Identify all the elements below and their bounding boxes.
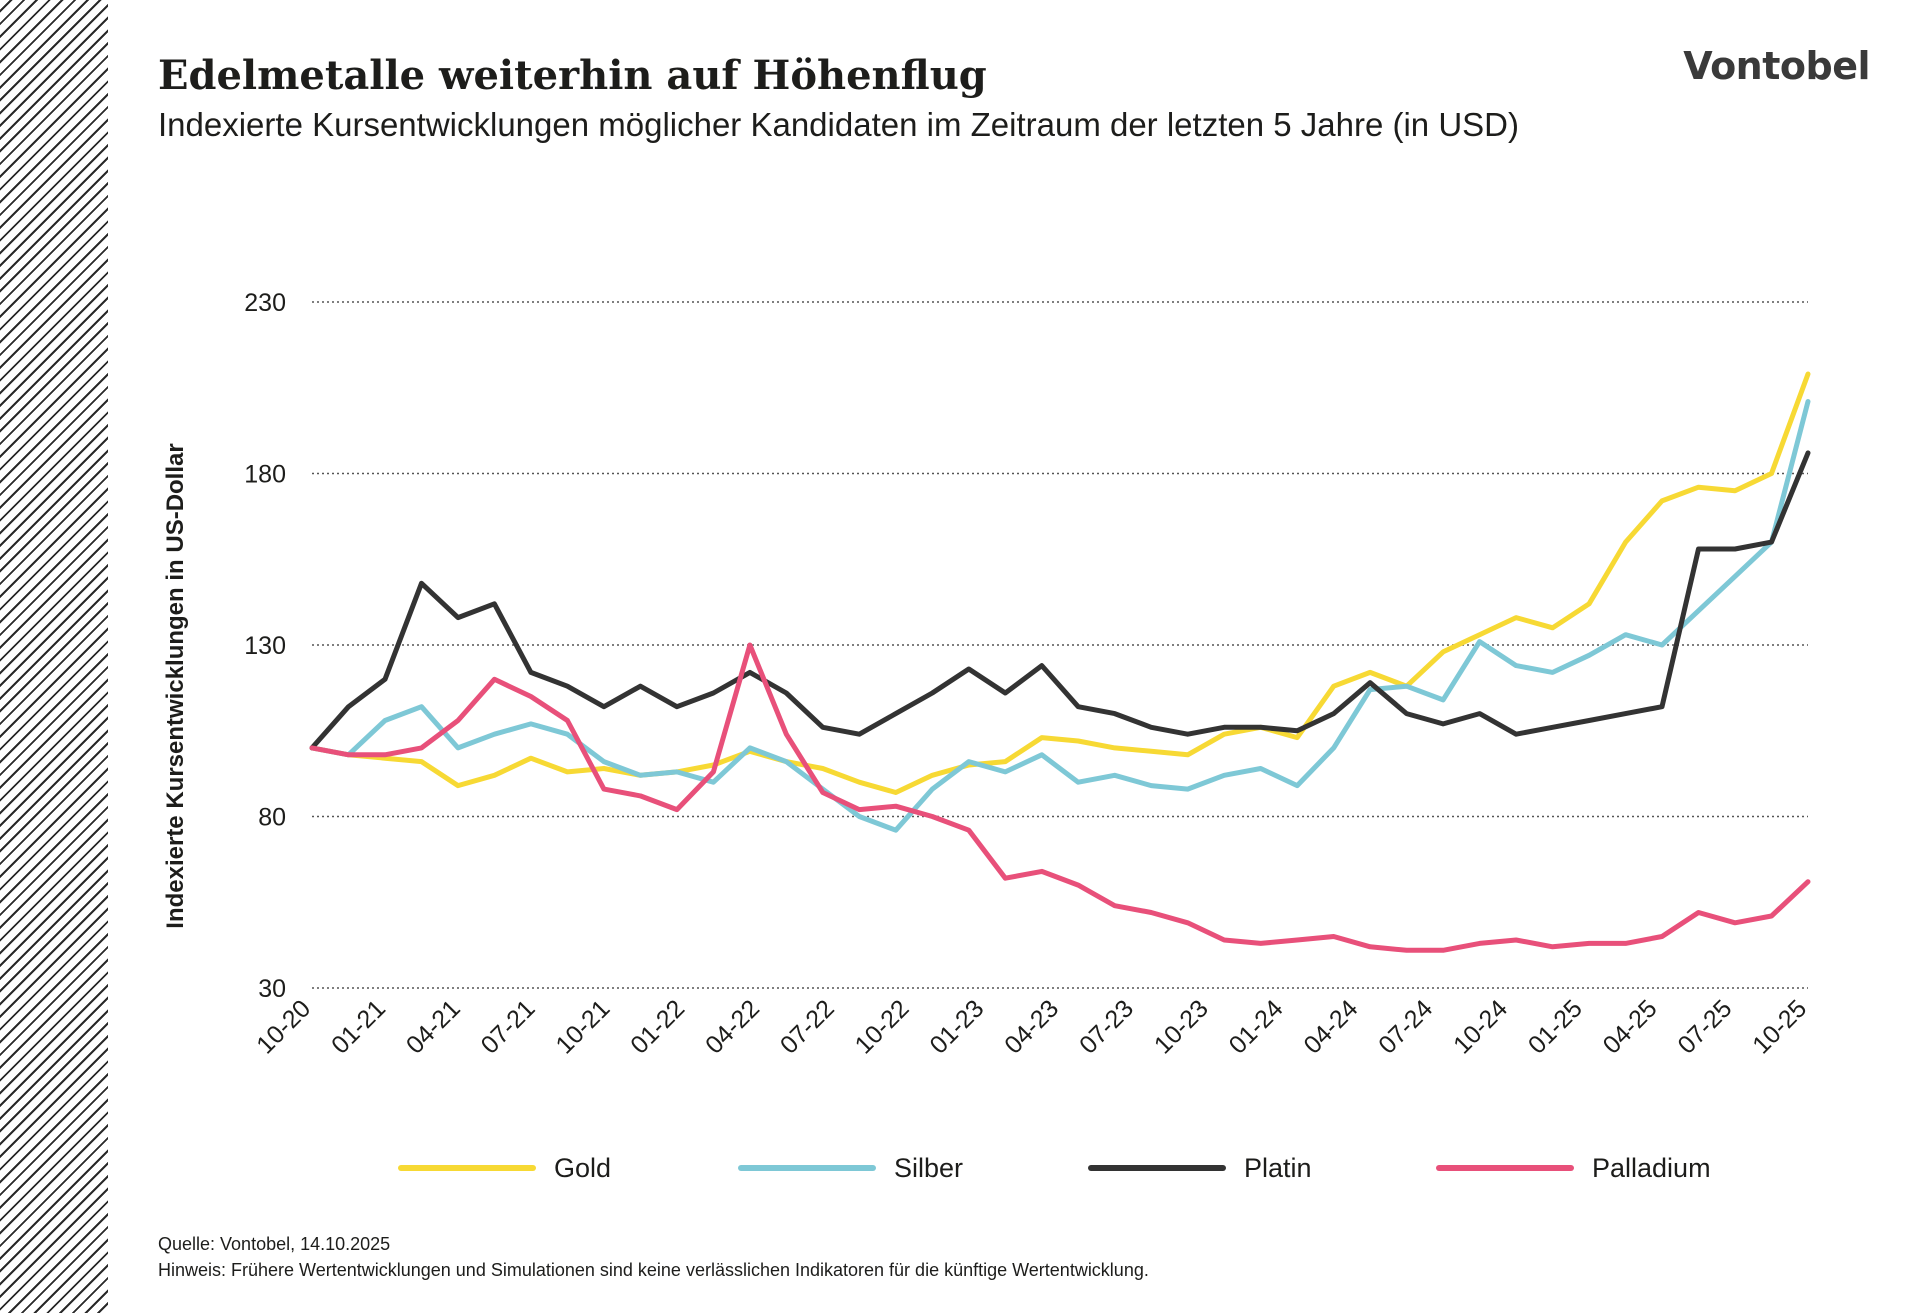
y-axis-label: Indexierte Kursentwicklungen in US-Dolla…	[162, 443, 189, 928]
y-tick-label: 130	[244, 632, 286, 660]
legend-label-silber: Silber	[894, 1152, 964, 1183]
legend-label-palladium: Palladium	[1592, 1152, 1711, 1183]
legend-swatch-gold	[398, 1165, 536, 1171]
legend-label-platin: Platin	[1244, 1152, 1312, 1183]
x-tick-label: 04-24	[1298, 994, 1363, 1059]
x-tick-label: 01-21	[326, 994, 391, 1059]
y-tick-label: 180	[244, 461, 286, 489]
x-tick-label: 10-21	[550, 994, 615, 1059]
chart-title: Edelmetalle weiterhin auf Höhenflug	[158, 52, 987, 99]
legend-swatch-palladium	[1436, 1165, 1574, 1171]
series-line-silber	[309, 399, 1811, 833]
decorative-hatch-band	[0, 0, 108, 1313]
y-tick-label: 30	[258, 975, 286, 1003]
y-tick-label: 80	[258, 804, 286, 832]
grid-lines	[312, 301, 1808, 989]
x-tick-label: 10-24	[1448, 994, 1513, 1059]
x-tick-label: 07-23	[1074, 994, 1139, 1059]
source-note: Quelle: Vontobel, 14.10.2025	[158, 1234, 391, 1254]
legend-item-gold: Gold	[398, 1148, 611, 1188]
legend-swatch-platin	[1088, 1165, 1226, 1171]
x-tick-label: 10-22	[850, 994, 915, 1059]
x-tick-label: 07-21	[476, 994, 541, 1059]
legend-swatch-silber	[738, 1165, 876, 1171]
series-line-platin	[309, 450, 1811, 751]
brand-logo: Vontobel	[1683, 44, 1870, 88]
legend-label-gold: Gold	[554, 1152, 612, 1183]
x-tick-label: 07-25	[1672, 994, 1737, 1059]
y-axis-ticks: 30 80 130 180 230	[244, 289, 286, 1003]
x-tick-label: 01-22	[625, 994, 690, 1059]
series-line-gold	[309, 371, 1811, 795]
x-tick-label: 01-25	[1523, 994, 1588, 1059]
x-tick-label: 04-25	[1598, 994, 1663, 1059]
series-lines	[309, 371, 1811, 953]
disclaimer-note: Hinweis: Frühere Wertentwicklungen und S…	[158, 1260, 1149, 1280]
x-tick-label: 01-24	[1224, 994, 1289, 1059]
legend-item-silber: Silber	[738, 1148, 963, 1188]
y-tick-label: 230	[244, 289, 286, 317]
x-tick-label: 10-23	[1149, 994, 1214, 1059]
x-tick-label: 10-20	[251, 994, 316, 1059]
legend-item-palladium: Palladium	[1436, 1148, 1711, 1188]
x-tick-label: 04-23	[999, 994, 1064, 1059]
x-axis-ticks: 10-20 01-21 04-21 07-21 10-21 01-22 04-22 07-22…	[251, 994, 1812, 1059]
chart-legend: Gold Silber Platin Palladium	[0, 1148, 1920, 1188]
series-line-palladium	[309, 642, 1811, 953]
footer-notes: Quelle: Vontobel, 14.10.2025 Hinweis: Fr…	[158, 1231, 1149, 1283]
x-tick-label: 07-22	[775, 994, 840, 1059]
legend-item-platin: Platin	[1088, 1148, 1312, 1188]
x-tick-label: 10-25	[1747, 994, 1812, 1059]
x-tick-label: 04-22	[700, 994, 765, 1059]
x-tick-label: 01-23	[924, 994, 989, 1059]
chart-subtitle: Indexierte Kursentwicklungen möglicher K…	[158, 106, 1519, 143]
x-tick-label: 04-21	[401, 994, 466, 1059]
x-tick-label: 07-24	[1373, 994, 1438, 1059]
